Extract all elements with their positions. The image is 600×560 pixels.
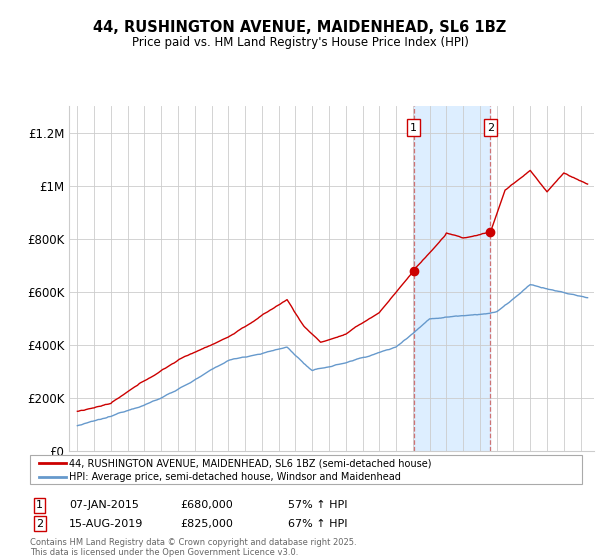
Text: 67% ↑ HPI: 67% ↑ HPI [288,519,347,529]
Text: HPI: Average price, semi-detached house, Windsor and Maidenhead: HPI: Average price, semi-detached house,… [69,472,401,482]
Text: 57% ↑ HPI: 57% ↑ HPI [288,500,347,510]
Text: 44, RUSHINGTON AVENUE, MAIDENHEAD, SL6 1BZ (semi-detached house): 44, RUSHINGTON AVENUE, MAIDENHEAD, SL6 1… [69,459,431,468]
Text: Price paid vs. HM Land Registry's House Price Index (HPI): Price paid vs. HM Land Registry's House … [131,36,469,49]
Bar [413,106,490,451]
Text: 2: 2 [487,123,494,133]
Text: £680,000: £680,000 [180,500,233,510]
Text: 1: 1 [36,500,43,510]
Text: 2: 2 [36,519,43,529]
Text: 1: 1 [410,123,417,133]
Text: 15-AUG-2019: 15-AUG-2019 [69,519,143,529]
Text: £825,000: £825,000 [180,519,233,529]
Text: 44, RUSHINGTON AVENUE, MAIDENHEAD, SL6 1BZ: 44, RUSHINGTON AVENUE, MAIDENHEAD, SL6 1… [94,20,506,35]
Text: Contains HM Land Registry data © Crown copyright and database right 2025.
This d: Contains HM Land Registry data © Crown c… [30,538,356,557]
Text: 07-JAN-2015: 07-JAN-2015 [69,500,139,510]
